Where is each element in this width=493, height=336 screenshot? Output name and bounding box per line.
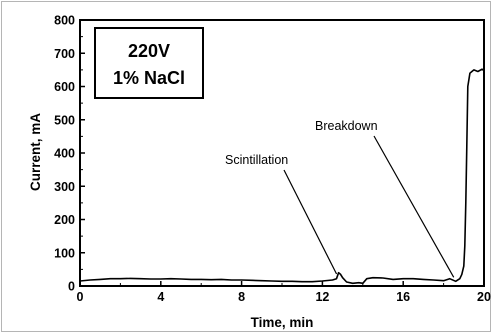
annotation-breakdown: Breakdown [315,119,378,133]
scintillation-leader-line [283,169,338,275]
breakdown-leader-line [373,135,455,278]
inset-legend-box [94,27,204,99]
annotation-scintillation: Scintillation [225,153,288,167]
y-axis-label: Current, mA [28,113,43,191]
x-axis-label: Time, min [251,315,314,330]
inset-voltage-text: 220V [128,41,170,61]
y-tick-label: 700 [54,47,75,61]
inset-solution-text: 1% NaCl [113,68,185,88]
y-tick-label: 0 [68,280,75,294]
y-tick-label: 200 [54,213,75,227]
x-tick-label: 0 [77,290,84,304]
x-tick-label: 4 [157,290,164,304]
x-tick-label: 12 [315,290,329,304]
y-tick-label: 400 [54,147,75,161]
y-tick-label: 100 [54,246,75,260]
x-tick-label: 16 [396,290,410,304]
current-series-line [79,68,485,285]
x-tick-label: 8 [238,290,245,304]
y-tick-label: 300 [54,180,75,194]
chart-frame: 0 4 8 12 16 20 0 100 200 300 400 500 600 700 800 Curre… [1,1,491,332]
y-tick-label: 800 [54,14,75,28]
x-tick-label: 20 [477,290,491,304]
y-tick-label: 500 [54,113,75,127]
y-tick-label: 600 [54,80,75,94]
